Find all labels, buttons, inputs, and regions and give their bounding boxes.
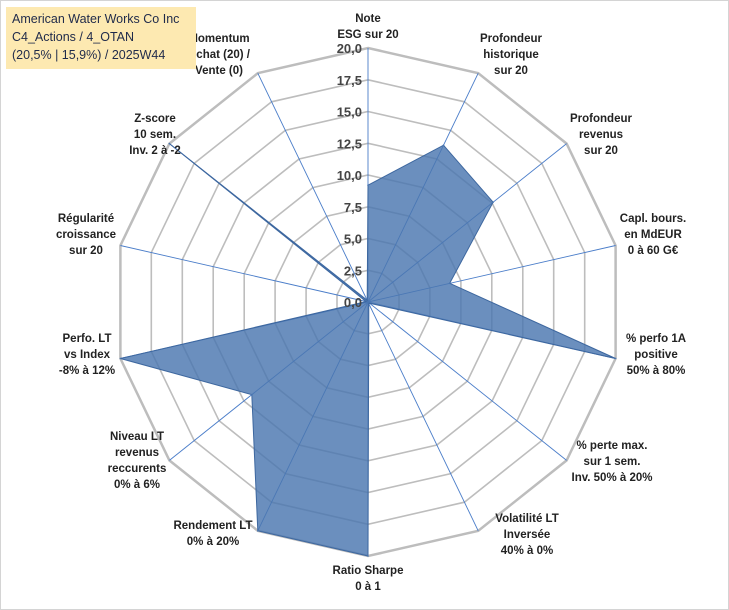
axis-label-5-line-0: % perte max.: [577, 440, 648, 452]
axis-label-9-line-0: Niveau LT: [110, 431, 164, 443]
axis-spoke-6: [367, 301, 479, 531]
axis-label-1-line-0: Profondeur: [480, 33, 542, 45]
axis-label-6-line-1: Inversée: [504, 529, 551, 541]
axis-label-6: Volatilité LT Inversée 40% à 0%: [495, 513, 558, 557]
axis-label-6-line-0: Volatilité LT: [495, 513, 558, 525]
axis-label-1-line-2: sur 20: [494, 65, 528, 77]
axis-label-5: % perte max. sur 1 sem. Inv. 50% à 20%: [572, 440, 653, 484]
axis-label-5-line-1: sur 1 sem.: [584, 456, 641, 468]
title-line-2: C4_Actions / 4_OTAN: [12, 30, 135, 44]
axis-label-2: Profondeur revenus sur 20: [570, 113, 632, 157]
label-layer: Note ESG sur 20 Profondeur historique sur 20…: [56, 13, 686, 593]
axis-label-5-line-2: Inv. 50% à 20%: [572, 472, 653, 484]
axis-label-1-line-1: historique: [483, 49, 539, 61]
axis-label-8-line-0: Rendement LT: [173, 520, 252, 532]
axis-label-9-line-1: revenus: [115, 447, 159, 459]
axis-label-2-line-2: sur 20: [584, 145, 618, 157]
axis-label-2-line-1: revenus: [579, 129, 623, 141]
axis-label-12-line-2: Inv. 2 à -2: [129, 145, 181, 157]
data-point-12: [168, 142, 171, 145]
axis-label-3-line-0: Capl. bours.: [620, 213, 686, 225]
axis-label-13-line-0: Momentum: [188, 33, 249, 45]
data-point-3: [448, 282, 451, 285]
tick-layer: 0,0 2,5 5,0 7,5 10,0 12,5 15,0 17,5 20,0: [337, 41, 362, 310]
tick-label-6: 15,0: [337, 105, 362, 120]
axis-label-4: % perfo 1A positive 50% à 80%: [626, 333, 686, 377]
axis-label-7: Ratio Sharpe 0 à 1: [333, 565, 404, 593]
axis-label-2-line-0: Profondeur: [570, 113, 632, 125]
axis-label-8-line-1: 0% à 20%: [187, 536, 239, 548]
axis-label-10-line-0: Perfo. LT: [63, 333, 112, 345]
area-layer: [119, 142, 617, 557]
tick-label-4: 10,0: [337, 168, 362, 183]
axis-label-11-line-2: sur 20: [69, 245, 103, 257]
axis-label-13: Momentum Achat (20) / Vente (0): [188, 33, 251, 77]
data-point-13: [367, 301, 369, 303]
data-point-9: [251, 393, 253, 396]
axis-label-10-line-2: -8% à 12%: [59, 365, 115, 377]
series-area: [120, 143, 616, 557]
axis-label-8: Rendement LT 0% à 20%: [173, 520, 252, 548]
tick-label-7: 17,5: [337, 73, 362, 88]
axis-label-4-line-2: 50% à 80%: [627, 365, 686, 377]
axis-label-11-line-1: croissance: [56, 229, 116, 241]
axis-label-11: Régularité croissance sur 20: [56, 213, 116, 257]
axis-spoke-5: [367, 301, 567, 461]
axis-label-7-line-0: Ratio Sharpe: [333, 565, 404, 577]
tick-label-3: 7,5: [344, 200, 362, 215]
data-point-0: [367, 184, 369, 186]
axis-label-0: Note ESG sur 20: [337, 13, 398, 41]
data-point-10: [119, 357, 122, 360]
axis-label-9: Niveau LT revenus reccurents 0% à 6%: [108, 431, 167, 491]
axis-label-3-line-1: en MdEUR: [624, 229, 682, 241]
tick-label-0: 0,0: [344, 295, 362, 310]
axis-label-12-line-0: Z-score: [134, 113, 176, 125]
axis-label-4-line-0: % perfo 1A: [626, 333, 686, 345]
axis-label-13-line-2: Vente (0): [195, 65, 243, 77]
axis-label-11-line-0: Régularité: [58, 213, 114, 225]
axis-label-3-line-2: 0 à 60 G€: [628, 245, 679, 257]
axis-label-9-line-2: reccurents: [108, 463, 167, 475]
axis-label-10-line-1: vs Index: [64, 349, 111, 361]
data-point-1: [442, 144, 445, 146]
data-point-4: [614, 357, 617, 360]
title-box: American Water Works Co Inc C4_Actions /…: [6, 7, 196, 69]
axis-label-9-line-3: 0% à 6%: [114, 479, 160, 491]
tick-label-8: 20,0: [337, 41, 362, 56]
title-line-3: (20,5% | 15,9%) / 2025W44: [12, 48, 166, 62]
axis-label-12: Z-score 10 sem. Inv. 2 à -2: [129, 113, 181, 157]
data-point-8: [257, 530, 259, 532]
tick-label-2: 5,0: [344, 232, 362, 247]
axis-label-0-line-1: ESG sur 20: [337, 29, 398, 41]
tick-label-1: 2,5: [344, 263, 362, 278]
axis-label-12-line-1: 10 sem.: [134, 129, 176, 141]
axis-label-6-line-2: 40% à 0%: [501, 545, 553, 557]
axis-label-1: Profondeur historique sur 20: [480, 33, 542, 77]
axis-spoke-13: [257, 73, 369, 303]
data-point-7: [367, 555, 369, 557]
axis-label-0-line-0: Note: [355, 13, 381, 25]
tick-label-5: 12,5: [337, 136, 362, 151]
axis-spoke-11: [120, 245, 369, 303]
axis-label-10: Perfo. LT vs Index -8% à 12%: [59, 333, 115, 377]
axis-label-7-line-1: 0 à 1: [355, 581, 381, 593]
axis-label-4-line-1: positive: [634, 349, 677, 361]
axis-label-3: Capl. bours. en MdEUR 0 à 60 G€: [620, 213, 686, 257]
data-point-2: [492, 201, 494, 203]
title-line-1: American Water Works Co Inc: [12, 12, 180, 26]
axis-label-13-line-1: Achat (20) /: [188, 49, 251, 61]
